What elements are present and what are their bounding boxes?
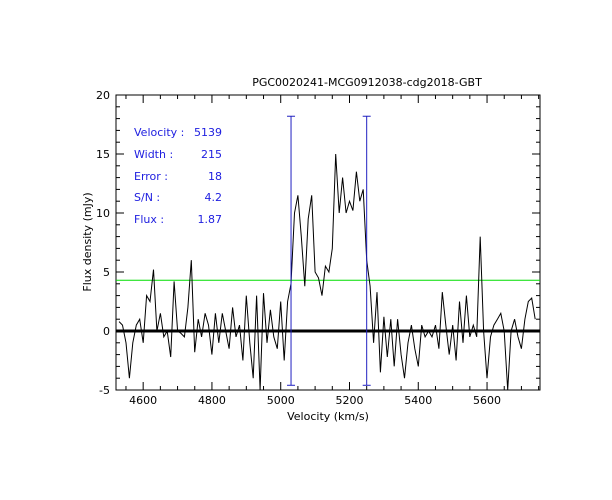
- y-axis-label: Flux density (mJy): [81, 192, 94, 291]
- y-tick-label: -5: [99, 384, 110, 397]
- plot-frame: [115, 94, 541, 391]
- chart-title: PGC0020241-MCG0912038-cdg2018-GBT: [252, 76, 482, 89]
- annotation-value: 1.87: [198, 213, 223, 226]
- x-tick-label: 4800: [198, 394, 226, 407]
- x-axis-label: Velocity (km/s): [287, 410, 369, 423]
- annotation-label: Velocity :: [134, 126, 184, 139]
- annotation-label: Error :: [134, 170, 168, 183]
- y-tick-label: 10: [96, 207, 110, 220]
- x-tick-label: 4600: [129, 394, 157, 407]
- annotation-value: 5139: [194, 126, 222, 139]
- spectrum-line: [118, 153, 536, 391]
- annotation-value: 4.2: [205, 191, 223, 204]
- y-tick-label: 0: [103, 325, 110, 338]
- y-tick-label: 5: [103, 266, 110, 279]
- y-tick-label: 20: [96, 89, 110, 102]
- x-tick-label: 5200: [335, 394, 363, 407]
- x-tick-label: 5400: [404, 394, 432, 407]
- fit-annotations: Velocity : 5139 Width : 215 Error : 18 S…: [134, 126, 222, 226]
- x-tick-label: 5600: [473, 394, 501, 407]
- annotation-value: 18: [208, 170, 222, 183]
- x-tick-label: 5000: [267, 394, 295, 407]
- annotation-label: S/N :: [134, 191, 160, 204]
- annotation-value: 215: [201, 148, 222, 161]
- annotation-label: Flux :: [134, 213, 164, 226]
- annotation-label: Width :: [134, 148, 173, 161]
- y-tick-label: 15: [96, 148, 110, 161]
